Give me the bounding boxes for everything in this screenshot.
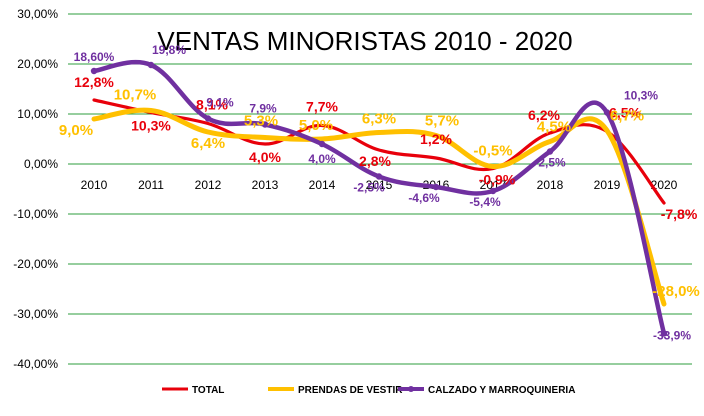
data-label-total: 4,0% [249,149,281,165]
data-label-calzado-y-marroquineria: 19,8% [152,43,186,57]
y-tick-label: -40,00% [13,357,58,371]
x-tick-label: 2011 [138,178,164,192]
data-label-total: 2,8% [359,153,391,169]
data-point-calzado-y-marroquineria [318,140,326,148]
data-label-prendas-de-vestir: -0,5% [473,143,512,160]
y-tick-label: -20,00% [13,257,58,271]
data-label-prendas-de-vestir: 10,7% [114,87,157,104]
data-label-prendas-de-vestir: 9,0% [59,122,93,139]
data-label-total: 7,7% [306,99,338,115]
data-labels: 12,8% 10,3% 8,1% 4,0% 7,7% 2,8% 1,2% -0,9% 6,2% 6… [59,43,700,343]
data-label-calzado-y-marroquineria: 4,0% [308,152,336,166]
data-point-calzado-y-marroquineria [603,109,611,116]
y-tick-label: 20,00% [17,57,58,71]
x-tick-label: 2015 [366,178,393,192]
data-point-calzado-y-marroquineria [432,183,440,191]
data-label-total: 8,1% [196,97,228,113]
data-label-prendas-de-vestir: 4,5% [537,119,571,136]
data-label-prendas-de-vestir: 5,0% [299,117,333,134]
data-label-calzado-y-marroquineria: 7,9% [249,102,277,116]
data-point-calzado-y-marroquineria [147,61,155,69]
legend-label-total: TOTAL [192,385,224,396]
x-tick-label: 2013 [252,178,279,192]
y-tick-label: 30,00% [17,7,58,21]
data-label-total: 6,2% [528,107,560,123]
data-label-calzado-y-marroquineria: -2,5% [353,181,385,195]
data-label-total: 12,8% [74,74,114,90]
x-tick-label: 2020 [651,178,678,192]
x-tick-label: 2012 [195,178,222,192]
y-tick-label: 10,00% [17,107,58,121]
data-point-calzado-y-marroquineria [261,121,269,128]
y-axis-ticks: 30,00% 20,00% 10,00% 0,00% -10,00% -20,00% -30… [13,7,58,371]
series-lines [90,59,668,337]
data-label-total: -7,8% [661,206,698,222]
data-label-total: 1,2% [420,131,452,147]
data-point-calzado-y-marroquineria [660,330,668,337]
data-label-prendas-de-vestir: 5,3% [244,113,278,130]
data-label-prendas-de-vestir: -28,0% [652,283,700,300]
y-tick-label: -10,00% [13,207,58,221]
data-label-calzado-y-marroquineria: 2,5% [538,156,566,170]
data-label-total: -0,9% [479,172,516,188]
data-label-prendas-de-vestir: 6,7% [610,108,644,125]
data-label-calzado-y-marroquineria: 18,60% [74,50,115,64]
y-tick-label: 0,00% [24,157,58,171]
x-tick-label: 2018 [537,178,564,192]
data-label-total: 6,5% [609,105,641,121]
data-label-calzado-y-marroquineria: 10,3% [624,89,658,103]
series-line-calzado-y-marroquineria [91,59,667,336]
x-axis-ticks: 2010201120122013201420152016201720182019… [81,178,678,192]
legend-label-prendas-de-vestir: PRENDAS DE VESTIR [298,385,403,396]
data-label-calzado-y-marroquineria: -33,9% [653,329,691,343]
data-label-calzado-y-marroquineria: 9,1% [206,96,234,110]
grid-lines [68,13,692,365]
data-point-calzado-y-marroquineria [375,173,383,180]
chart-title: VENTAS MINORISTAS 2010 - 2020 [157,26,572,56]
legend-label-calzado-y-marroquineria: CALZADO Y MARROQUINERIA [428,385,575,396]
data-label-calzado-y-marroquineria: -4,6% [408,191,440,205]
series-line-prendas-de-vestir [91,107,667,307]
x-tick-label: 2010 [81,178,108,192]
data-label-prendas-de-vestir: 5,7% [425,113,459,130]
data-label-total: 10,3% [131,118,171,134]
data-point-calzado-y-marroquineria [489,187,497,195]
legend: TOTAL PRENDAS DE VESTIR CALZADO Y MARROQUI… [162,385,575,396]
x-tick-label: 2019 [594,178,621,192]
x-tick-label: 2014 [309,178,336,192]
data-point-calzado-y-marroquineria [204,115,212,122]
data-point-calzado-y-marroquineria [90,67,98,75]
data-label-prendas-de-vestir: 6,4% [191,135,225,152]
legend-marker-calzado-y-marroquineria [408,386,414,392]
data-label-prendas-de-vestir: 6,3% [362,111,396,128]
data-label-calzado-y-marroquineria: -5,4% [469,195,501,209]
data-point-calzado-y-marroquineria [546,148,554,155]
y-tick-label: -30,00% [13,307,58,321]
